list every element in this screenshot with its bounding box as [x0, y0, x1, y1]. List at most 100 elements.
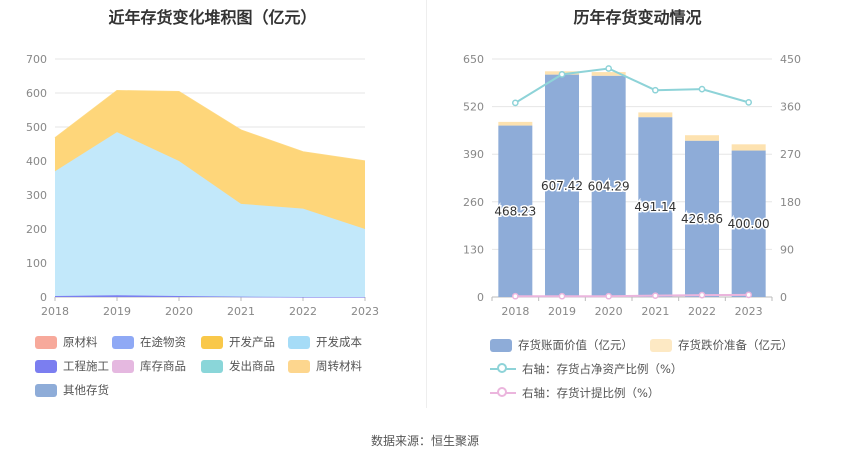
left-y-tick-label: 700 [26, 53, 47, 66]
right-left-y-tick-label: 130 [463, 243, 484, 256]
legend-label: 工程施工 [63, 359, 109, 373]
bar-book-value [731, 150, 766, 297]
legend-label: 开发产品 [229, 335, 275, 349]
legend-swatch [288, 335, 310, 349]
left-y-tick-label: 500 [26, 121, 47, 134]
right-left-y-tick-label: 260 [463, 196, 484, 209]
right-chart-title: 历年存货变动情况 [573, 8, 702, 27]
left-legend-item[interactable]: 工程施工 [35, 358, 109, 374]
bar-book-value [545, 74, 579, 298]
left-x-tick-label: 2022 [289, 305, 317, 318]
legend-swatch [35, 335, 57, 349]
bar-data-label: 607.42 [541, 179, 583, 193]
left-x-tick-label: 2021 [227, 305, 255, 318]
legend-label: 右轴：存货计提比例（%） [522, 386, 660, 400]
bar-book-value [591, 75, 626, 297]
bar-book-value [498, 125, 533, 297]
legend-swatch [490, 386, 516, 400]
left-x-tick-label: 2023 [351, 305, 379, 318]
right-x-tick-label: 2021 [641, 305, 669, 318]
right-right-y-tick-label: 180 [780, 196, 801, 209]
legend-label: 发出商品 [229, 359, 275, 373]
left-y-tick-label: 0 [40, 291, 47, 304]
left-legend-item[interactable]: 周转材料 [288, 358, 362, 374]
right-x-tick-label: 2020 [595, 305, 623, 318]
left-y-tick-label: 600 [26, 87, 47, 100]
right-x-tick-label: 2019 [548, 305, 576, 318]
bar-provision [731, 144, 766, 151]
right-legend-item[interactable]: 右轴：存货占净资产比例（%） [490, 361, 682, 377]
left-x-tick-label: 2019 [103, 305, 131, 318]
chart-divider [426, 0, 427, 408]
legend-label: 存货账面价值（亿元） [518, 338, 633, 352]
bar-provision [638, 112, 673, 118]
legend-label: 库存商品 [140, 359, 186, 373]
legend-swatch [288, 359, 310, 373]
data-source: 数据来源：恒生聚源 [370, 434, 479, 448]
left-legend-item[interactable]: 发出商品 [201, 358, 275, 374]
legend-label: 开发成本 [316, 335, 362, 349]
right-left-y-tick-label: 650 [463, 53, 484, 66]
legend-label: 在途物资 [140, 335, 186, 349]
bar-data-label: 604.29 [588, 179, 630, 193]
right-right-y-tick-label: 270 [780, 148, 801, 161]
left-y-tick-label: 400 [26, 155, 47, 168]
bar-book-value [638, 117, 673, 297]
right-left-y-tick-label: 520 [463, 101, 484, 114]
left-x-tick-label: 2018 [41, 305, 69, 318]
right-legend-item[interactable]: 存货账面价值（亿元） [490, 337, 633, 353]
left-legend-item[interactable]: 库存商品 [112, 358, 186, 374]
area-series-edge [54, 90, 366, 162]
bar-data-label: 400.00 [728, 217, 770, 231]
right-x-tick-label: 2018 [501, 305, 529, 318]
legend-swatch [490, 338, 512, 352]
legend-swatch [35, 359, 57, 373]
right-x-tick-label: 2023 [735, 305, 763, 318]
line-ratio-net-assets [514, 67, 749, 104]
right-right-y-tick-label: 360 [780, 101, 801, 114]
left-legend-item[interactable]: 开发成本 [288, 334, 362, 350]
left-legend-item[interactable]: 其他存货 [35, 382, 109, 398]
legend-swatch [201, 359, 223, 373]
legend-label: 周转材料 [316, 359, 362, 373]
left-y-tick-label: 300 [26, 189, 47, 202]
bar-provision [498, 121, 533, 126]
left-y-tick-label: 200 [26, 223, 47, 236]
legend-label: 右轴：存货占净资产比例（%） [522, 362, 683, 376]
ratio-net-assets-point [558, 70, 566, 78]
provision-ratio-point [745, 291, 753, 299]
bar-data-label: 468.23 [494, 204, 536, 218]
left-legend-item[interactable]: 开发产品 [201, 334, 275, 350]
right-legend-item[interactable]: 右轴：存货计提比例（%） [490, 385, 659, 401]
legend-label: 原材料 [63, 335, 98, 349]
bar-data-label: 426.86 [681, 212, 723, 226]
provision-ratio-point [605, 292, 613, 300]
line-provision-ratio [515, 293, 749, 298]
provision-ratio-point [698, 291, 706, 299]
legend-swatch [650, 338, 672, 352]
legend-swatch [490, 362, 516, 376]
left-legend-item[interactable]: 原材料 [35, 334, 98, 350]
ratio-net-assets-point [605, 65, 613, 72]
legend-swatch [35, 383, 57, 397]
left-legend-item[interactable]: 在途物资 [112, 334, 186, 350]
bar-provision [591, 72, 626, 76]
ratio-net-assets-point [511, 99, 519, 107]
legend-swatch [112, 359, 134, 373]
bar-provision [685, 135, 719, 141]
left-chart-title: 近年存货变化堆积图（亿元） [108, 8, 317, 27]
right-legend-item[interactable]: 存货跌价准备（亿元） [650, 337, 793, 353]
ratio-net-assets-point [651, 86, 659, 94]
right-x-tick-label: 2022 [688, 305, 716, 318]
legend-label: 存货跌价准备（亿元） [678, 338, 793, 352]
right-right-y-tick-label: 450 [780, 53, 801, 66]
provision-ratio-point [511, 292, 519, 300]
left-x-tick-label: 2020 [165, 305, 193, 318]
legend-swatch [201, 335, 223, 349]
legend-swatch [112, 335, 134, 349]
legend-label: 其他存货 [63, 383, 109, 397]
left-y-tick-label: 100 [26, 257, 47, 270]
right-left-y-tick-label: 0 [477, 291, 484, 304]
provision-ratio-point [558, 292, 566, 300]
